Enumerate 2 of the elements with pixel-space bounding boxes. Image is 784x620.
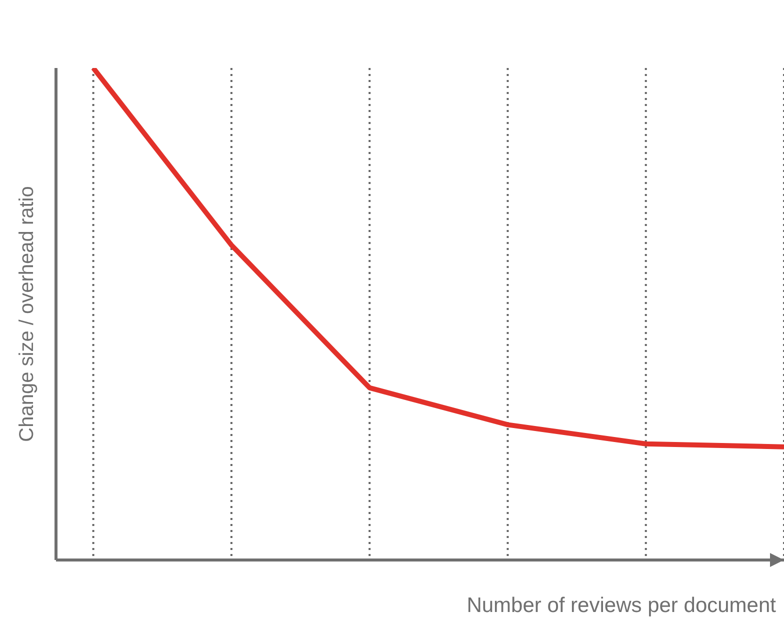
y-axis-title: Change size / overhead ratio [16,186,38,442]
x-axis-title: Number of reviews per document [466,594,776,617]
